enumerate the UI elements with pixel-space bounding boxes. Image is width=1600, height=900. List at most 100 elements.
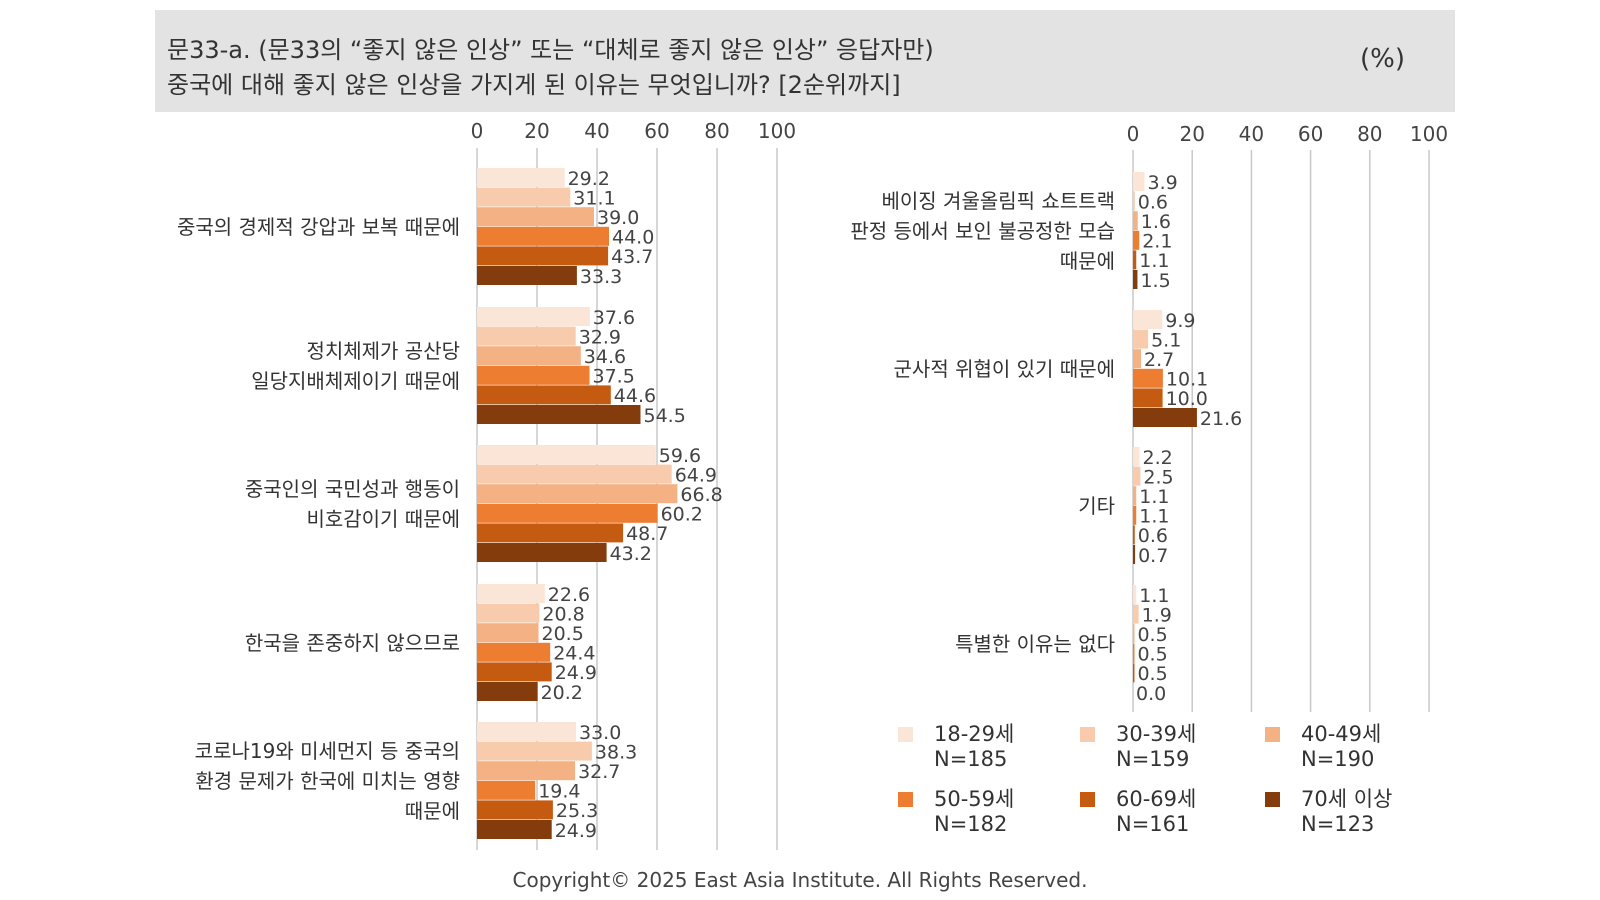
data-label: 5.1: [1151, 329, 1181, 351]
data-label: 32.9: [579, 326, 621, 348]
data-label: 37.5: [593, 366, 635, 388]
category-label: 때문에: [1060, 249, 1115, 273]
bar: [1133, 388, 1163, 408]
category-label: 중국의 경제적 강압과 보복 때문에: [177, 215, 460, 239]
data-label: 1.1: [1139, 486, 1169, 508]
legend-sample-size: N=185: [934, 747, 1007, 771]
bar: [1133, 447, 1140, 466]
legend-series-name: 50-59세: [934, 787, 1014, 811]
bar: [477, 662, 552, 682]
x-tick-label: 100: [758, 119, 796, 143]
legend-series-name: 70세 이상: [1301, 787, 1392, 811]
data-label: 0.7: [1138, 545, 1168, 567]
bar: [477, 741, 592, 761]
bar: [1133, 486, 1137, 506]
data-label: 60.2: [661, 504, 703, 526]
data-label: 0.5: [1137, 644, 1167, 666]
category-label: 베이징 겨울올림픽 쇼트트랙: [881, 189, 1115, 213]
bar: [477, 365, 590, 385]
data-label: 20.2: [541, 682, 583, 704]
category-label: 기타: [1078, 494, 1115, 518]
bar: [1133, 466, 1141, 486]
bar: [1133, 211, 1138, 231]
bar: [1133, 230, 1140, 250]
data-label: 29.2: [568, 168, 610, 190]
bar: [477, 187, 571, 207]
bar: [477, 266, 577, 285]
category-label: 특별한 이유는 없다: [955, 632, 1115, 656]
question-header: 문33-a. (문33의 “좋지 않은 인상” 또는 “대체로 좋지 않은 인상…: [155, 10, 1455, 112]
x-tick-label: 40: [584, 119, 609, 143]
data-label: 54.5: [644, 405, 686, 427]
legend-sample-size: N=161: [1116, 812, 1189, 836]
bar: [477, 543, 607, 562]
category-label: 정치체제가 공산당: [306, 339, 460, 363]
data-label: 1.9: [1142, 604, 1172, 626]
bar: [1133, 250, 1137, 270]
x-tick-label: 0: [1127, 122, 1140, 146]
bar: [477, 168, 565, 187]
bar: [477, 603, 540, 623]
data-label: 24.9: [555, 820, 597, 842]
legend-sample-size: N=159: [1116, 747, 1189, 771]
bar: [477, 346, 581, 366]
category-label: 중국인의 국민성과 행동이: [245, 477, 460, 501]
data-label: 1.5: [1140, 270, 1170, 292]
bar: [1133, 172, 1145, 191]
data-label: 0.6: [1138, 525, 1168, 547]
x-tick-label: 80: [1357, 122, 1382, 146]
bar: [477, 405, 641, 424]
bar: [477, 523, 624, 543]
category-label: 때문에: [405, 799, 460, 823]
bar: [477, 682, 538, 701]
bar: [477, 464, 672, 484]
data-label: 22.6: [548, 584, 590, 606]
data-label: 2.1: [1142, 231, 1172, 253]
data-label: 2.7: [1144, 349, 1174, 371]
x-tick-label: 60: [1298, 122, 1323, 146]
bar: [477, 584, 545, 603]
category-label: 판정 등에서 보인 불공정한 모습: [850, 219, 1115, 243]
legend-series-name: 30-39세: [1116, 722, 1196, 746]
data-label: 0.5: [1137, 624, 1167, 646]
bar: [1133, 270, 1138, 289]
data-label: 3.9: [1148, 172, 1178, 194]
data-label: 32.7: [578, 761, 620, 783]
data-label: 1.1: [1139, 506, 1169, 528]
legend-series-name: 60-69세: [1116, 787, 1196, 811]
bar: [1133, 505, 1137, 525]
legend-sample-size: N=123: [1301, 812, 1374, 836]
bar: [477, 820, 552, 839]
data-label: 38.3: [595, 741, 637, 763]
legend-series-name: 40-49세: [1301, 722, 1381, 746]
bar: [1133, 585, 1137, 604]
copyright-footer: Copyright© 2025 East Asia Institute. All…: [512, 868, 1088, 892]
bar: [477, 326, 576, 346]
data-label: 24.9: [555, 662, 597, 684]
category-label: 환경 문제가 한국에 미치는 영향: [195, 769, 460, 793]
bar: [1133, 624, 1135, 644]
data-label: 0.6: [1138, 191, 1168, 213]
data-label: 20.5: [542, 623, 584, 645]
data-label: 44.6: [614, 385, 656, 407]
bar: [1133, 663, 1135, 683]
unit-label: (%): [1360, 44, 1405, 74]
data-label: 24.4: [553, 643, 595, 665]
category-label: 일당지배체제이기 때문에: [251, 369, 460, 393]
x-tick-label: 40: [1239, 122, 1264, 146]
bar: [477, 246, 609, 266]
bar: [1133, 191, 1135, 211]
x-tick-label: 0: [471, 119, 484, 143]
data-label: 66.8: [680, 484, 722, 506]
data-label: 43.2: [610, 543, 652, 565]
data-label: 2.2: [1143, 447, 1173, 469]
legend-swatch: [1080, 727, 1095, 742]
data-label: 31.1: [573, 187, 615, 209]
x-tick-label: 20: [1179, 122, 1204, 146]
x-tick-label: 100: [1410, 122, 1448, 146]
legend-swatch: [898, 792, 913, 807]
bar: [1133, 408, 1197, 427]
data-label: 43.7: [611, 246, 653, 268]
data-label: 25.3: [556, 800, 598, 822]
data-label: 19.4: [538, 781, 580, 803]
